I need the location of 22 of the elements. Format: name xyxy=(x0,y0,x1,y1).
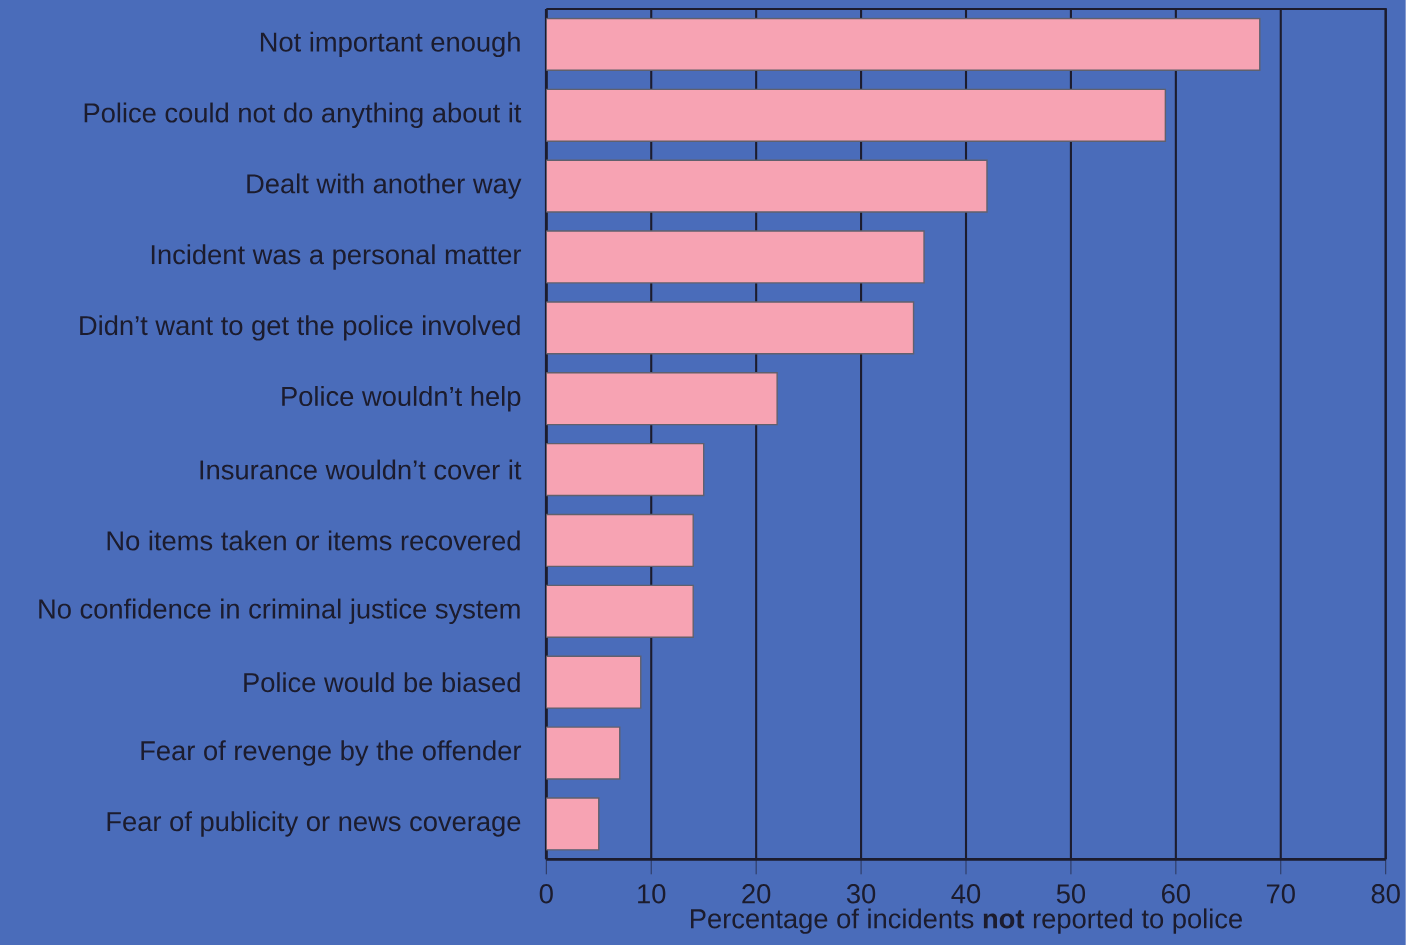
x-tick-label: 80 xyxy=(1371,884,1400,904)
y-tick-label: Fear of revenge by the offender xyxy=(141,740,522,766)
y-tick-label: Police could not do anything about it xyxy=(84,102,522,128)
x-axis-title: Percentage of incidents not reported to police xyxy=(691,908,1242,934)
y-tick-label: Police would be biased xyxy=(244,672,520,693)
y-tick-label: Didn’t want to get the police involved xyxy=(80,315,520,341)
y-tick-label: Fear of publicity or news coverage xyxy=(107,811,521,837)
x-tick-label: 10 xyxy=(638,884,666,904)
y-tick-label: No confidence in criminal justice system xyxy=(39,598,520,625)
x-tick-label: 0 xyxy=(539,884,553,904)
y-tick-label: Not important enough xyxy=(260,31,520,58)
y-tick-label: Police wouldn’t help xyxy=(282,385,521,412)
x-tick-label: 40 xyxy=(951,884,981,904)
x-tick-label: 20 xyxy=(742,884,771,904)
y-tick-label: No items taken or items recovered xyxy=(107,530,520,551)
x-tick-label: 70 xyxy=(1266,884,1295,904)
y-tick-label: Incident was a personal matter xyxy=(151,244,522,270)
x-tick-label: 50 xyxy=(1056,884,1086,904)
y-tick-label: Insurance wouldn’t cover it xyxy=(200,459,522,480)
y-tick-label: Dealt with another way xyxy=(247,173,522,199)
x-tick-label: 60 xyxy=(1162,884,1190,904)
x-tick-label: 30 xyxy=(846,884,876,904)
